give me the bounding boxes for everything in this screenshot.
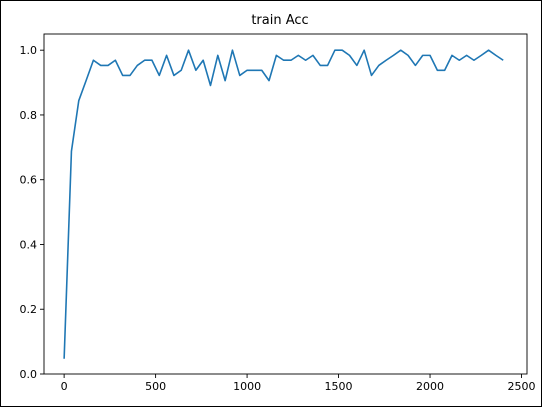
x-tick-label: 1500	[325, 380, 353, 393]
y-tick-label: 0.0	[20, 368, 38, 381]
axes-frame	[43, 33, 528, 375]
x-tick-label: 2500	[508, 380, 536, 393]
y-tick-label: 0.2	[20, 303, 38, 316]
y-tick-label: 0.4	[20, 238, 38, 251]
x-tick-label: 500	[145, 380, 166, 393]
y-tick-label: 1.0	[20, 44, 38, 57]
y-tick-label: 0.8	[20, 109, 38, 122]
x-tick-label: 1000	[233, 380, 261, 393]
chart-title: train Acc	[251, 13, 308, 28]
x-tick-label: 0	[61, 380, 68, 393]
plot-area: 0 500 1000 1500 2000 2500 0.0 0.2 0.4 0.6 0.8 1.0	[20, 33, 536, 393]
x-tick-label: 2000	[416, 380, 444, 393]
series-line-0	[63, 49, 504, 359]
y-tick-label: 0.6	[20, 174, 38, 187]
